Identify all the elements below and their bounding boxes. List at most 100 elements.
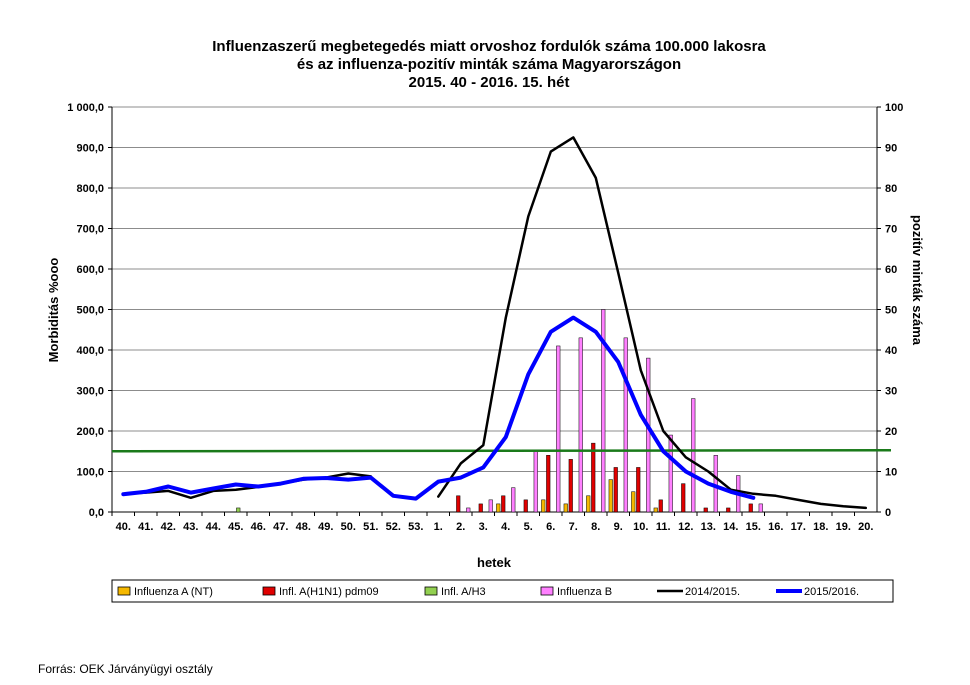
bar bbox=[631, 491, 636, 513]
bar bbox=[748, 503, 753, 513]
series-line bbox=[121, 315, 756, 501]
x-tick-label: 13. bbox=[701, 521, 716, 533]
bar bbox=[636, 467, 641, 513]
bar bbox=[236, 507, 241, 513]
x-tick-label: 43. bbox=[183, 521, 198, 533]
right-tick-label: 20 bbox=[885, 426, 897, 438]
x-tick-label: 8. bbox=[591, 521, 600, 533]
x-tick-label: 47. bbox=[273, 521, 288, 533]
source-note: Forrás: OEK Járványügyi osztály bbox=[38, 662, 213, 676]
left-tick-label: 0,0 bbox=[89, 507, 104, 519]
x-tick-label: 7. bbox=[569, 521, 578, 533]
left-tick-label: 500,0 bbox=[76, 305, 104, 317]
legend: Influenza A (NT) Infl. A(H1N1) pdm09 Infl.… bbox=[111, 579, 894, 603]
right-tick-label: 40 bbox=[885, 345, 897, 357]
x-tick-label: 41. bbox=[138, 521, 153, 533]
x-axis-ticks: 40. 41. 42. 43. 44. 45. 46. 47. 48. 49. 50. 51. 52. 5… bbox=[111, 512, 873, 533]
right-tick-label: 50 bbox=[885, 305, 897, 317]
bar bbox=[466, 507, 471, 513]
x-tick-label: 10. bbox=[633, 521, 648, 533]
x-tick-label: 15. bbox=[746, 521, 761, 533]
legend-swatch bbox=[424, 586, 438, 596]
x-axis-title: hetek bbox=[477, 555, 512, 570]
x-tick-label: 52. bbox=[386, 521, 401, 533]
x-tick-label: 5. bbox=[524, 521, 533, 533]
y-axis-title-right: pozitív minták száma bbox=[910, 215, 925, 346]
bar bbox=[563, 503, 568, 513]
bar bbox=[511, 487, 516, 513]
x-tick-label: 12. bbox=[678, 521, 693, 533]
left-tick-label: 900,0 bbox=[76, 143, 104, 155]
x-tick-label: 2. bbox=[456, 521, 465, 533]
bar bbox=[501, 495, 506, 513]
x-tick-label: 53. bbox=[408, 521, 423, 533]
bar bbox=[668, 434, 673, 513]
x-tick-label: 40. bbox=[116, 521, 131, 533]
bar bbox=[488, 499, 493, 513]
x-tick-label: 6. bbox=[546, 521, 555, 533]
bar bbox=[541, 499, 546, 513]
x-tick-label: 14. bbox=[723, 521, 738, 533]
legend-swatch bbox=[540, 586, 554, 596]
right-tick-label: 60 bbox=[885, 264, 897, 276]
bar bbox=[533, 451, 538, 513]
bar bbox=[646, 357, 651, 513]
bar bbox=[496, 503, 501, 513]
right-tick-label: 10 bbox=[885, 467, 897, 479]
chart-title: Influenzaszerű megbetegedés miatt orvosh… bbox=[212, 38, 766, 91]
bar bbox=[456, 495, 461, 513]
x-tick-label: 20. bbox=[858, 521, 873, 533]
x-tick-label: 48. bbox=[296, 521, 311, 533]
bar bbox=[591, 442, 596, 513]
x-tick-label: 9. bbox=[614, 521, 623, 533]
right-tick-label: 80 bbox=[885, 183, 897, 195]
legend-label: Infl. A(H1N1) pdm09 bbox=[279, 586, 379, 598]
bar bbox=[523, 499, 528, 513]
bar bbox=[578, 337, 583, 513]
bar bbox=[623, 337, 628, 513]
title-line-2: és az influenza-pozitív minták száma Mag… bbox=[297, 56, 681, 73]
right-tick-label: 100 bbox=[885, 102, 903, 114]
legend-frame bbox=[111, 579, 894, 603]
bar bbox=[556, 345, 561, 513]
bar bbox=[713, 455, 718, 513]
x-tick-label: 46. bbox=[251, 521, 266, 533]
right-tick-label: 90 bbox=[885, 143, 897, 155]
legend-label: 2015/2016. bbox=[804, 586, 859, 598]
legend-swatch bbox=[262, 586, 276, 596]
bar bbox=[608, 479, 613, 513]
x-tick-label: 44. bbox=[206, 521, 221, 533]
right-tick-label: 70 bbox=[885, 224, 897, 236]
right-tick-label: 30 bbox=[885, 386, 897, 398]
left-tick-label: 100,0 bbox=[76, 467, 104, 479]
bar bbox=[601, 309, 606, 513]
x-tick-label: 50. bbox=[341, 521, 356, 533]
x-tick-label: 4. bbox=[501, 521, 510, 533]
right-axis-ticks: 0 10 20 30 40 50 60 70 80 90 100 bbox=[877, 102, 903, 519]
x-tick-label: 51. bbox=[363, 521, 378, 533]
left-tick-label: 700,0 bbox=[76, 224, 104, 236]
x-tick-label: 11. bbox=[656, 521, 671, 533]
bar bbox=[478, 503, 483, 513]
y-axis-title-left: Morbiditás %ooo bbox=[46, 258, 61, 363]
bar bbox=[586, 495, 591, 513]
title-line-1: Influenzaszerű megbetegedés miatt orvosh… bbox=[212, 38, 766, 55]
epidemic-threshold-line bbox=[111, 449, 892, 453]
x-tick-label: 16. bbox=[768, 521, 783, 533]
legend-label: Influenza A (NT) bbox=[134, 586, 213, 598]
title-line-3: 2015. 40 - 2016. 15. hét bbox=[409, 74, 570, 91]
x-tick-label: 1. bbox=[434, 521, 443, 533]
left-tick-label: 300,0 bbox=[76, 386, 104, 398]
bar bbox=[613, 467, 618, 513]
x-tick-label: 49. bbox=[318, 521, 333, 533]
x-tick-label: 45. bbox=[228, 521, 243, 533]
x-tick-label: 17. bbox=[791, 521, 806, 533]
legend-label: Influenza B bbox=[557, 586, 612, 598]
x-tick-label: 19. bbox=[836, 521, 851, 533]
bar bbox=[691, 398, 696, 513]
bar bbox=[658, 499, 663, 513]
bar bbox=[568, 459, 573, 513]
left-tick-label: 800,0 bbox=[76, 183, 104, 195]
x-tick-label: 18. bbox=[813, 521, 828, 533]
